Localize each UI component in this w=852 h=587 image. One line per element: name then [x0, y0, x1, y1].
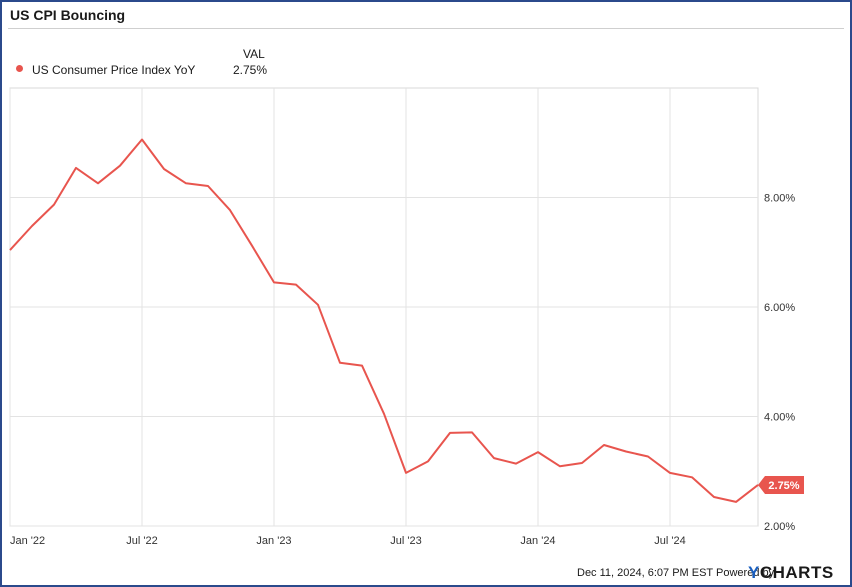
grid-lines: [9, 87, 759, 527]
footer-powered-by: Powered by: [716, 567, 775, 579]
axis-labels: 2.00% 4.00% 6.00% 8.00% Jan '22 Jul '22 Jan '2…: [10, 193, 795, 548]
ycharts-logo[interactable]: YCHARTS: [748, 563, 834, 583]
footer-text: Dec 11, 2024, 6:07 PM EST Powered by: [577, 567, 774, 579]
logo-text: CHARTS: [759, 563, 834, 582]
title-divider: [8, 28, 844, 29]
x-tick-label: Jul '24: [654, 535, 685, 547]
y-tick-label: 2.00%: [764, 521, 795, 533]
y-tick-label: 4.00%: [764, 412, 795, 424]
series-line: [9, 138, 759, 503]
end-value-tag: [758, 475, 804, 494]
end-value-label: 2.75%: [768, 480, 799, 492]
series-group: [9, 138, 759, 503]
x-tick-label: Jul '22: [126, 535, 157, 547]
y-tick-label: 8.00%: [764, 193, 795, 205]
end-value-label-group: 2.75%: [758, 475, 804, 494]
legend-marker-icon: [16, 65, 23, 72]
legend-value-header: VAL: [243, 47, 265, 61]
x-tick-label: Jan '23: [256, 535, 291, 547]
footer-timestamp: Dec 11, 2024, 6:07 PM EST: [577, 567, 713, 579]
logo-y-icon: Y: [748, 563, 760, 582]
x-tick-label: Jul '23: [390, 535, 421, 547]
chart-title: US CPI Bouncing: [10, 7, 126, 23]
legend-series-name: US Consumer Price Index YoY: [32, 63, 196, 77]
x-tick-label: Jan '24: [520, 535, 555, 547]
x-tick-label: Jan '22: [10, 535, 45, 547]
legend-series-value: 2.75%: [233, 63, 268, 77]
y-tick-label: 6.00%: [764, 302, 795, 314]
